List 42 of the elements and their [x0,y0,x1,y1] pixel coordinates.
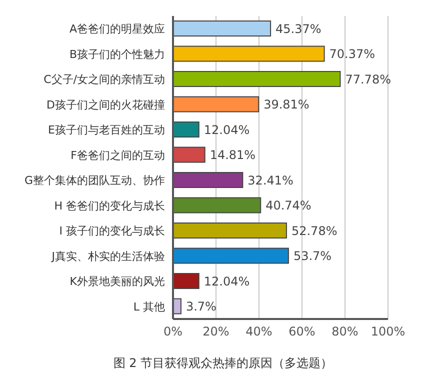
data-label: 39.81% [264,98,310,112]
bar [173,222,287,239]
y-tick-label: J真实、朴实的生活体验 [50,250,165,263]
x-tick-label: 60% [288,324,316,339]
bar [173,273,200,290]
y-tick-label: H 爸爸们的变化与成长 [54,199,165,212]
data-label: 14.81% [210,148,256,162]
data-label: 40.74% [266,198,312,213]
y-tick-label: D孩子们之间的火花碰撞 [46,98,165,112]
data-label: 45.37% [276,22,322,36]
bar [173,122,200,138]
y-tick-label: L 其他 [133,300,165,314]
data-label: 52.78% [291,224,338,238]
data-label: 32.41% [248,173,294,188]
data-label: 3.7% [186,300,216,314]
y-tick-label: B孩子们的个性魅力 [69,48,165,61]
data-label: 12.04% [204,274,250,288]
data-label: 12.04% [204,122,250,137]
bar [173,197,262,214]
x-tick-label: 80% [332,324,358,339]
y-tick-label: F爸爸们之间的互动 [70,148,165,162]
bar [173,20,272,37]
bar [173,172,244,188]
y-tick-label: A爸爸们的明星效应 [69,22,165,36]
y-tick-label: C父子/女之间的亲情互动 [44,73,165,86]
bar [173,146,206,163]
y-tick-label: I 孩子们的变化与成长 [59,224,165,238]
bar [173,96,260,112]
bar [173,248,289,264]
y-tick-label: E孩子们与老百姓的互动 [48,124,165,137]
x-tick-label: 0% [163,324,183,339]
x-tick-label: 100% [370,324,406,339]
x-tick-label: 20% [202,324,230,339]
data-label: 53.7% [293,249,332,264]
y-tick-label: G整个集体的团队互动、协作 [24,174,165,188]
text: 图 2 节目获得观众热捧的原因（多选题） [112,355,334,372]
bar [173,71,341,88]
data-label: 70.37% [329,47,376,62]
bar [173,46,325,62]
y-tick-label: K外景地美丽的风光 [70,275,165,288]
data-label: 77.78% [345,72,391,86]
x-tick-label: 40% [246,324,272,339]
